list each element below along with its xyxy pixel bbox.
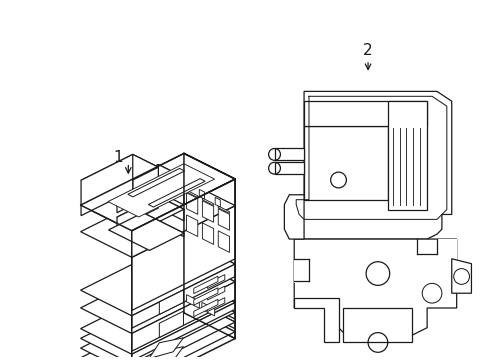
Polygon shape (451, 259, 470, 293)
Polygon shape (186, 193, 197, 215)
Polygon shape (294, 259, 313, 283)
Polygon shape (218, 231, 229, 252)
Polygon shape (183, 153, 235, 206)
Polygon shape (218, 206, 229, 213)
Polygon shape (81, 287, 235, 360)
Polygon shape (81, 277, 235, 354)
Polygon shape (183, 287, 235, 319)
Polygon shape (289, 91, 451, 239)
Polygon shape (193, 276, 218, 294)
Polygon shape (274, 162, 304, 174)
Polygon shape (81, 238, 235, 316)
Polygon shape (131, 206, 235, 310)
Polygon shape (207, 298, 224, 311)
Polygon shape (149, 359, 183, 360)
Polygon shape (193, 288, 218, 305)
Polygon shape (117, 197, 158, 229)
Polygon shape (202, 198, 213, 206)
Polygon shape (158, 165, 183, 189)
Polygon shape (186, 295, 199, 308)
Polygon shape (117, 197, 183, 230)
Polygon shape (81, 306, 235, 360)
Polygon shape (108, 213, 183, 251)
Polygon shape (131, 302, 235, 360)
Polygon shape (131, 282, 235, 351)
Text: 2: 2 (363, 42, 372, 58)
Polygon shape (183, 306, 235, 338)
Polygon shape (131, 179, 235, 257)
Polygon shape (284, 195, 304, 239)
Polygon shape (81, 180, 235, 257)
Polygon shape (159, 290, 183, 314)
Polygon shape (202, 223, 213, 244)
Polygon shape (127, 168, 184, 197)
Polygon shape (183, 277, 235, 309)
Polygon shape (215, 197, 220, 207)
Text: 1: 1 (113, 150, 123, 165)
Polygon shape (117, 180, 158, 213)
Polygon shape (207, 275, 224, 288)
Polygon shape (131, 264, 235, 328)
Polygon shape (148, 179, 204, 207)
Polygon shape (202, 201, 213, 222)
Polygon shape (183, 238, 235, 276)
Polygon shape (304, 101, 426, 126)
Polygon shape (132, 154, 158, 203)
Polygon shape (294, 239, 456, 338)
Polygon shape (387, 101, 426, 210)
Polygon shape (186, 215, 197, 237)
Polygon shape (117, 165, 158, 197)
Polygon shape (158, 197, 183, 221)
Polygon shape (108, 164, 214, 217)
Polygon shape (149, 338, 183, 359)
Polygon shape (199, 189, 204, 199)
Polygon shape (149, 347, 183, 360)
Polygon shape (183, 180, 235, 259)
Polygon shape (117, 165, 183, 198)
Polygon shape (81, 154, 132, 216)
Polygon shape (193, 299, 218, 317)
Polygon shape (117, 180, 183, 214)
Polygon shape (183, 256, 235, 300)
Polygon shape (81, 154, 158, 193)
Polygon shape (202, 302, 214, 316)
Polygon shape (142, 213, 183, 237)
Polygon shape (81, 256, 235, 333)
Polygon shape (294, 298, 338, 342)
Polygon shape (158, 180, 183, 205)
Polygon shape (304, 126, 387, 200)
Polygon shape (183, 296, 235, 329)
Polygon shape (81, 153, 235, 231)
Polygon shape (218, 209, 229, 230)
Polygon shape (186, 190, 197, 198)
Polygon shape (343, 308, 411, 342)
Polygon shape (159, 311, 183, 337)
Polygon shape (416, 239, 456, 278)
Polygon shape (81, 296, 235, 360)
Polygon shape (207, 286, 224, 300)
Polygon shape (274, 148, 304, 160)
